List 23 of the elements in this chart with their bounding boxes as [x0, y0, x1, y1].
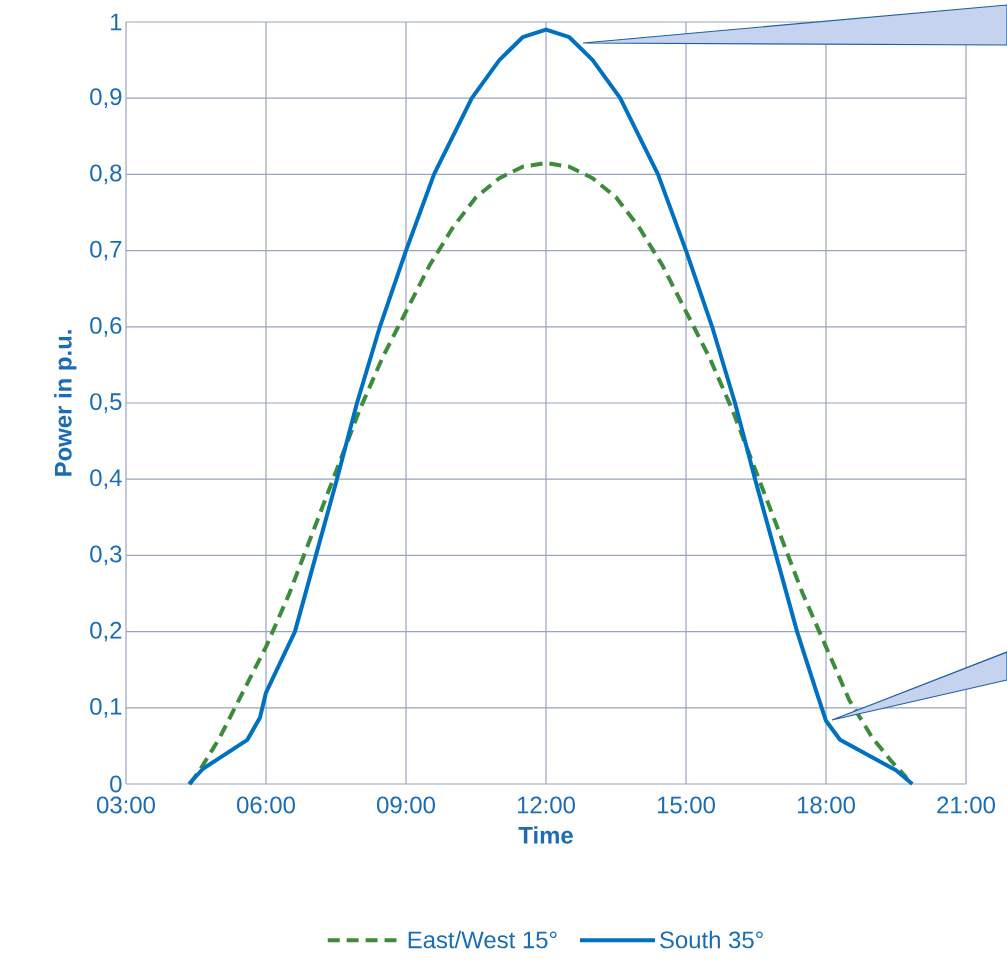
y-tick-label: 0,1 — [90, 697, 122, 718]
y-tick-label: 0,3 — [90, 545, 122, 566]
y-tick-label: 1 — [111, 13, 122, 31]
x-tick-label: 12:00 — [517, 796, 575, 814]
y-tick-label: 0,5 — [90, 393, 122, 413]
x-tick-label: 18:00 — [797, 796, 855, 814]
y-tick-label: 0,9 — [90, 88, 122, 109]
line-series — [187, 27, 915, 786]
x-axis-title: Time — [518, 826, 573, 844]
x-tick-label: 09:00 — [377, 796, 435, 814]
legend-label: South 35° — [660, 930, 763, 949]
y-tick-label: 0,6 — [90, 316, 122, 337]
x-tick-label: 21:00 — [937, 796, 995, 814]
y-axis-title: Power in p.u. — [54, 330, 77, 476]
y-tick-label: 0,8 — [90, 164, 122, 185]
y-tick-label: 0,4 — [90, 469, 122, 490]
x-tick-label: 15:00 — [657, 796, 715, 814]
legend-label: East/West 15° — [408, 930, 557, 949]
x-tick-label: 03:00 — [97, 796, 155, 814]
y-tick-label: 0,2 — [90, 621, 122, 642]
y-tick-label: 0 — [110, 775, 122, 793]
y-tick-label: 0,7 — [90, 240, 122, 261]
x-tick-label: 06:00 — [237, 796, 295, 814]
